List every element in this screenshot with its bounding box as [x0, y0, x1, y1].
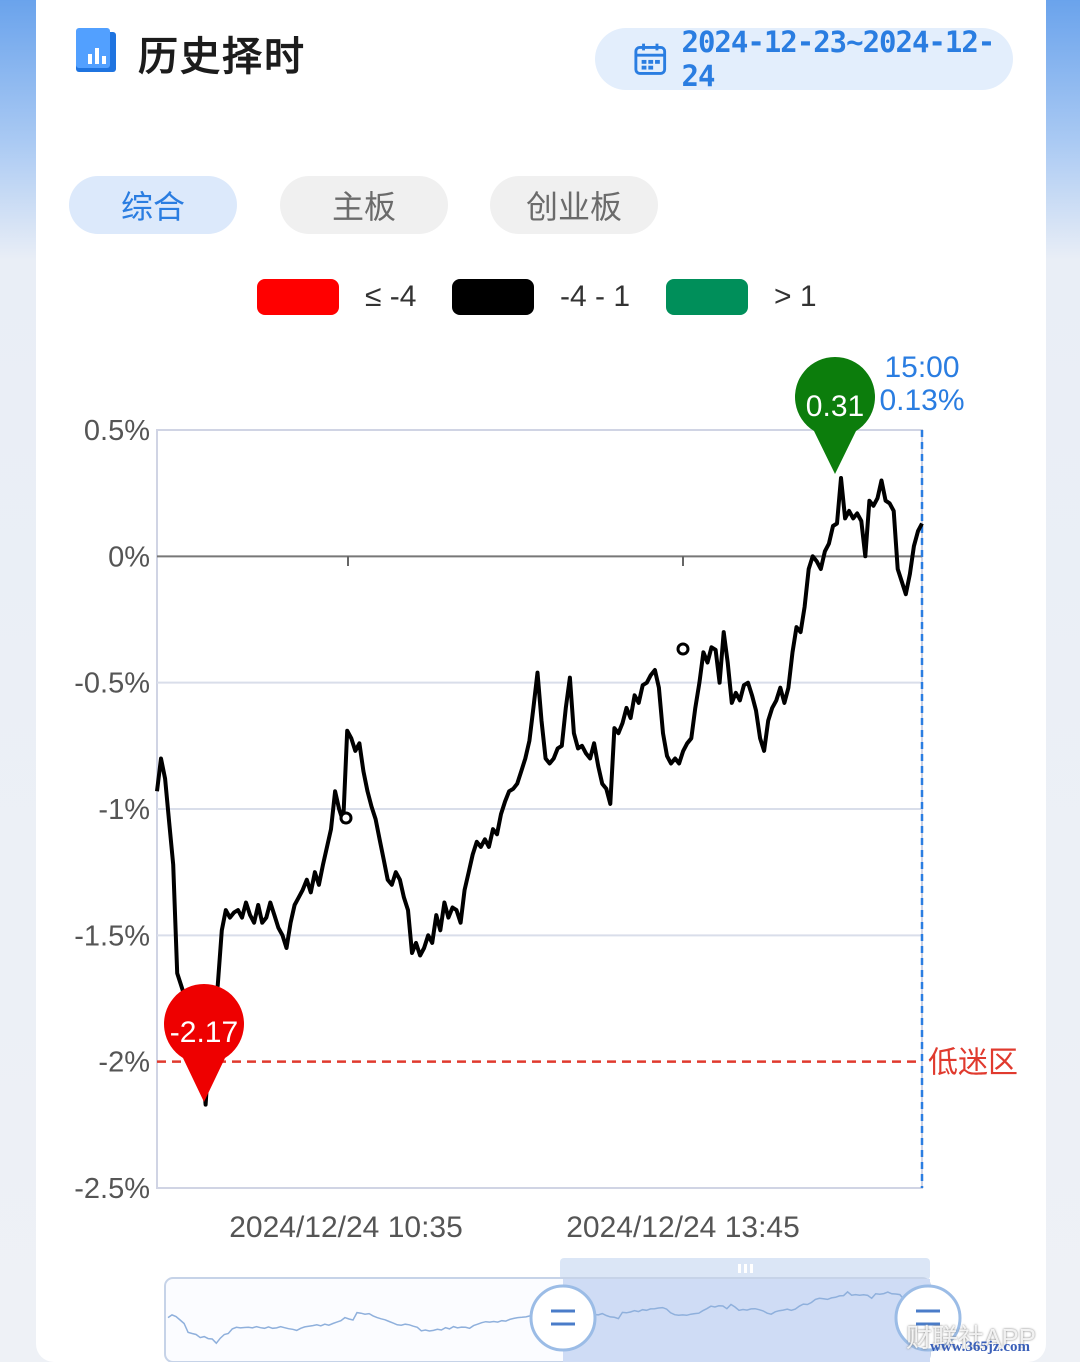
watermark: 财联社APP [906, 1323, 1037, 1353]
legend-label-low: ≤ -4 [365, 280, 417, 313]
max-marker-label: 0.31 [806, 390, 864, 423]
navigator-right-handle[interactable] [894, 1284, 962, 1352]
y-tick-label: -1.5% [74, 920, 150, 952]
cursor-value: 0.13% [879, 384, 964, 417]
legend-mid: -4 - 1 [452, 279, 630, 315]
y-tick-label: -2.5% [74, 1173, 150, 1205]
y-tick-label: 0% [108, 541, 150, 573]
range-navigator[interactable] [0, 1258, 1080, 1362]
x-tick-label-2: 2024/12/24 13:45 [566, 1211, 800, 1244]
legend-swatch-low [257, 279, 339, 315]
x-tick-label-1: 2024/12/24 10:35 [229, 1211, 463, 1244]
y-tick-label: -2% [98, 1047, 150, 1079]
series-line [155, 476, 924, 1107]
legend-swatch-high [666, 279, 748, 315]
min-marker: -2.17 [164, 983, 245, 1102]
date-range-picker[interactable]: 2024-12-23~2024-12-24 [595, 25, 1013, 93]
tab-main-board[interactable]: 主板 [280, 176, 448, 234]
chart-icon [76, 28, 116, 72]
legend-swatch-mid [452, 279, 534, 315]
threshold-label: 低迷区 [928, 1047, 1018, 1080]
y-tick-label: -0.5% [74, 668, 150, 700]
legend-label-mid: -4 - 1 [560, 280, 631, 313]
series-marker-1 [339, 811, 353, 825]
date-range-text: 2024-12-23~2024-12-24 [681, 25, 996, 93]
min-marker-pin [164, 983, 245, 1102]
timing-line-chart: 0.5% 0% -0.5% -1% -1.5% -2% -2.5% 低迷区 15:00 0.… [74, 351, 1018, 1244]
series-marker-2 [676, 642, 690, 656]
y-tick-label: 0.5% [84, 415, 150, 447]
watermark-url: www.365jz.com [930, 1339, 1030, 1355]
cursor-time: 15:00 [884, 351, 959, 384]
max-marker-pin [795, 356, 875, 474]
max-marker: 0.31 [795, 356, 875, 474]
y-tick-label: -1% [98, 794, 150, 826]
navigator-left-handle[interactable] [529, 1284, 597, 1352]
legend-label-high: > 1 [774, 280, 817, 313]
timing-card: 历史择时 2024-12-23~2024-12-24 综合 主板 创业板 ≤ -… [36, 0, 1046, 1362]
tab-chinext[interactable]: 创业板 [490, 176, 658, 234]
legend-high: > 1 [666, 279, 817, 315]
navigator-selection[interactable] [563, 1279, 930, 1362]
legend-low: ≤ -4 [257, 279, 416, 315]
drag-grip-icon [738, 1264, 753, 1273]
calendar-icon [634, 43, 667, 75]
tab-composite[interactable]: 综合 [69, 176, 237, 234]
page-title: 历史择时 [138, 34, 306, 80]
min-marker-label: -2.17 [170, 1016, 238, 1049]
